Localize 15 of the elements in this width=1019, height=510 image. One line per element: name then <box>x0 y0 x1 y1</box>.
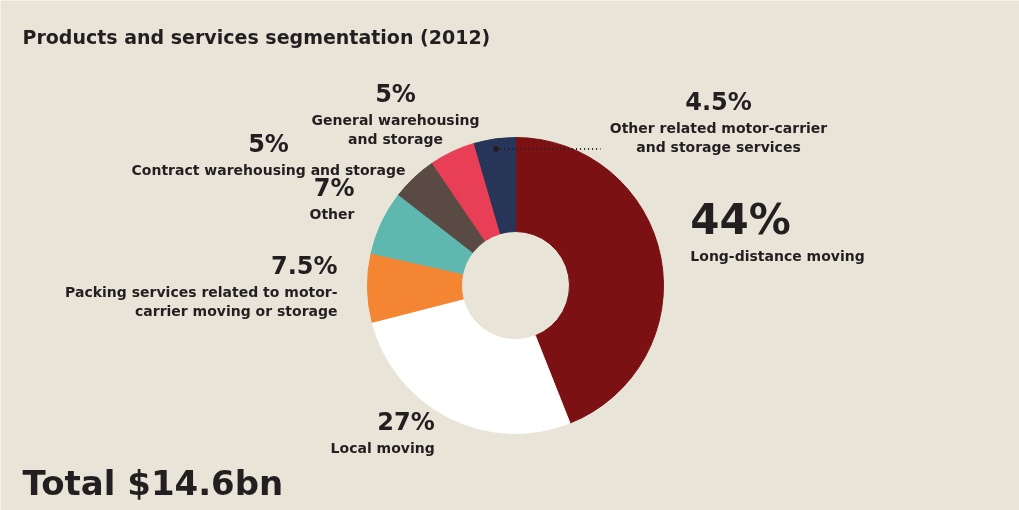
chart-title: Products and services segmentation (2012) <box>22 25 491 48</box>
text: Total $14.6bn <box>22 462 284 503</box>
slice-label: Other <box>309 205 355 222</box>
slice-label: Local moving <box>330 440 435 457</box>
slice-label: General warehousing and storage <box>311 111 480 147</box>
data-label: 5% <box>375 79 416 108</box>
data-label: 7.5% <box>270 252 338 281</box>
data-label: 44% <box>690 195 791 245</box>
slice-label: Contract warehousing and storage <box>131 161 406 178</box>
data-label: 27% <box>377 408 435 437</box>
slice-label: Other related motor-carrier and storage services <box>609 119 828 155</box>
data-label: 4.5% <box>685 87 752 116</box>
slice-label: Long-distance moving <box>690 248 865 265</box>
slice-label: Packing services related to motor-carrier moving or storage <box>65 284 338 320</box>
data-label: 5% <box>248 129 289 158</box>
